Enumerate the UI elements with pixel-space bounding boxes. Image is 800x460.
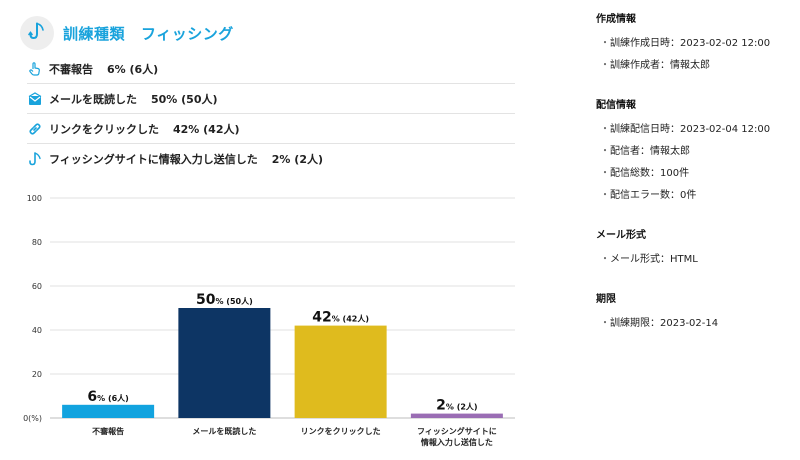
info-item: ・訓練作成日時：2023-02-02 12:00	[596, 33, 796, 55]
training-type-header: 訓練種類 フィッシング	[20, 15, 234, 51]
stat-value-submit: 2% (2人)	[271, 152, 323, 166]
y-tick-label: 60	[32, 282, 42, 291]
bar-value-count: % (6人)	[97, 393, 129, 403]
x-category-line: リンクをクリックした	[301, 426, 381, 436]
training-type-label: 訓練種類	[63, 24, 126, 43]
y-tick-label: 0(%)	[23, 414, 42, 423]
bullet: ・	[600, 124, 610, 135]
info-item: ・訓練作成者：情報太郎	[596, 55, 796, 77]
info-item: ・配信エラー数：0件	[596, 185, 796, 207]
open-mail-icon	[27, 91, 43, 107]
info-item: ・配信総数：100件	[596, 163, 796, 185]
deadline-value: 訓練期限：2023-02-14	[610, 318, 719, 329]
bar-chart-svg: 0(%) 20 40 60 80 100 6% (6人) 不審報告 50% (50人) メールを既…	[23, 194, 515, 447]
bullet: ・	[600, 168, 610, 179]
x-category-line: 情報入力し送信した	[420, 437, 493, 447]
bar-value-percent: 2	[436, 398, 446, 414]
bullet: ・	[600, 318, 610, 329]
hook-icon-badge	[20, 16, 54, 50]
x-category-label: フィッシングサイトに情報入力し送信した	[417, 426, 497, 447]
stat-label-submit: フィッシングサイトに情報入力し送信した	[49, 152, 258, 166]
creation-info-title: 作成情報	[596, 14, 636, 25]
deadline-title: 期限	[596, 294, 616, 305]
hand-pointer-icon	[27, 61, 43, 77]
stat-row-click: リンクをクリックした 42% (42人)	[27, 114, 515, 144]
x-category-line: メールを既読した	[192, 426, 256, 436]
info-item: ・訓練配信日時：2023-02-04 12:00	[596, 119, 796, 141]
stat-row-read: メールを既読した 50% (50人)	[27, 84, 515, 114]
bar	[62, 404, 155, 418]
x-category-label: リンクをクリックした	[301, 426, 381, 436]
deadline-section: 期限 ・訓練期限：2023-02-14	[596, 290, 796, 335]
stat-value-read: 50% (50人)	[151, 92, 218, 106]
mail-format-value: メール形式：HTML	[610, 254, 698, 265]
info-item: ・配信者：情報太郎	[596, 141, 796, 163]
training-type-title: 訓練種類 フィッシング	[63, 23, 234, 44]
link-icon	[27, 121, 43, 137]
results-bar-chart: 0(%) 20 40 60 80 100 6% (6人) 不審報告 50% (50人) メールを既…	[0, 180, 530, 460]
bar	[178, 308, 271, 418]
sender: 配信者：情報太郎	[610, 146, 690, 157]
bar-value-count: % (42人)	[332, 314, 369, 324]
delivery-info-title: 配信情報	[596, 100, 636, 111]
training-info-panel: 作成情報 ・訓練作成日時：2023-02-02 12:00 ・訓練作成者：情報太…	[596, 10, 796, 354]
bar-value-percent: 42	[312, 310, 331, 326]
creation-datetime: 訓練作成日時：2023-02-02 12:00	[610, 38, 771, 49]
stat-row-submit: フィッシングサイトに情報入力し送信した 2% (2人)	[27, 144, 515, 173]
info-item: ・訓練期限：2023-02-14	[596, 313, 796, 335]
stat-label-read: メールを既読した	[49, 92, 137, 106]
y-tick-label: 20	[32, 370, 42, 379]
fishing-hook-icon	[28, 22, 46, 44]
bullet: ・	[600, 190, 610, 201]
bar	[294, 325, 387, 418]
x-category-label: 不審報告	[92, 426, 124, 436]
stats-list: 不審報告 6% (6人) メールを既読した 50% (50人)	[27, 54, 515, 173]
bar-value-label: 6% (6人)	[87, 389, 128, 405]
stat-label-click: リンクをクリックした	[49, 122, 159, 136]
bar-value-label: 2% (2人)	[436, 398, 477, 414]
delivery-total: 配信総数：100件	[610, 168, 690, 179]
bar-value-percent: 6	[87, 389, 97, 405]
mail-format-title: メール形式	[596, 230, 646, 241]
bar-value-label: 50% (50人)	[196, 292, 253, 308]
bar	[410, 413, 503, 418]
x-category-label: メールを既読した	[192, 426, 256, 436]
bullet: ・	[600, 38, 610, 49]
bullet: ・	[600, 60, 610, 71]
bar-value-count: % (2人)	[446, 402, 478, 412]
delivery-datetime: 訓練配信日時：2023-02-04 12:00	[610, 124, 771, 135]
x-category-line: フィッシングサイトに	[417, 426, 497, 436]
bar-value-count: % (50人)	[215, 296, 252, 306]
info-item: ・メール形式：HTML	[596, 249, 796, 271]
mail-format-section: メール形式 ・メール形式：HTML	[596, 226, 796, 271]
bullet: ・	[600, 146, 610, 157]
creator: 訓練作成者：情報太郎	[610, 60, 710, 71]
bar-value-percent: 50	[196, 292, 216, 308]
results-panel: 訓練種類 フィッシング 不審報告 6% (6人) メールを既読した 50% (50…	[0, 15, 530, 460]
stat-value-report: 6% (6人)	[107, 62, 159, 76]
x-category-line: 不審報告	[92, 426, 124, 436]
stat-row-report: 不審報告 6% (6人)	[27, 54, 515, 84]
stat-value-click: 42% (42人)	[173, 122, 240, 136]
creation-info-section: 作成情報 ・訓練作成日時：2023-02-02 12:00 ・訓練作成者：情報太…	[596, 10, 796, 77]
y-tick-label: 80	[32, 238, 42, 247]
y-tick-label: 40	[32, 326, 42, 335]
delivery-info-section: 配信情報 ・訓練配信日時：2023-02-04 12:00 ・配信者：情報太郎 …	[596, 96, 796, 207]
bullet: ・	[600, 254, 610, 265]
training-type-value: フィッシング	[141, 24, 234, 43]
fishing-hook-small-icon	[27, 151, 43, 167]
stat-label-report: 不審報告	[49, 62, 93, 76]
delivery-errors: 配信エラー数：0件	[610, 190, 697, 201]
y-tick-label: 100	[27, 194, 42, 203]
bar-value-label: 42% (42人)	[312, 310, 369, 326]
